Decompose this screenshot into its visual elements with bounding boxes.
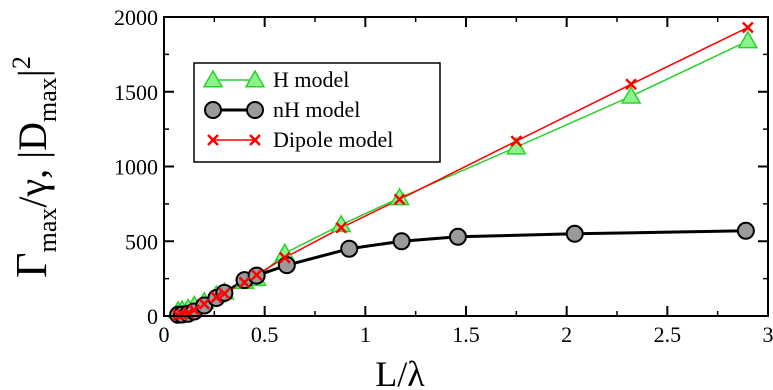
data-point bbox=[510, 135, 523, 147]
y-tick-label: 2000 bbox=[114, 5, 158, 30]
legend-marker-stroke-b bbox=[249, 134, 261, 146]
legend-marker bbox=[207, 134, 219, 146]
y-axis-title-exp: 2 bbox=[7, 56, 36, 69]
x-tick-label: 0 bbox=[159, 322, 170, 347]
y-axis-title-gamma: Γ bbox=[7, 252, 56, 277]
legend-marker bbox=[204, 101, 222, 119]
data-point bbox=[335, 221, 348, 234]
data-point bbox=[389, 187, 410, 206]
data-point-stroke-b bbox=[238, 276, 251, 289]
legend-item: nH model bbox=[204, 97, 360, 122]
data-point-stroke-b bbox=[335, 221, 348, 234]
legend-marker-stroke-b bbox=[207, 134, 219, 146]
legend-label: H model bbox=[273, 67, 349, 92]
data-point-stroke-b bbox=[210, 291, 223, 304]
y-tick-label: 1000 bbox=[114, 155, 158, 180]
data-point bbox=[625, 78, 637, 91]
y-axis-title: Γmax/γ, |Dmax|2 bbox=[7, 56, 62, 278]
data-point bbox=[188, 304, 201, 316]
data-point bbox=[393, 193, 406, 206]
data-point bbox=[278, 251, 291, 264]
legend-item: H model bbox=[202, 67, 349, 92]
x-axis-title: L/λ bbox=[375, 354, 425, 390]
data-point bbox=[736, 221, 755, 240]
legend-item: Dipole model bbox=[207, 127, 393, 152]
data-point bbox=[218, 287, 231, 300]
y-axis-title-sub2: max bbox=[33, 77, 62, 122]
data-point bbox=[741, 21, 754, 34]
data-point-stroke-b bbox=[278, 251, 291, 264]
data-point bbox=[448, 227, 467, 246]
y-tick-label: 1500 bbox=[114, 80, 158, 105]
data-point-stroke-b bbox=[625, 78, 637, 91]
series-layer bbox=[167, 21, 759, 324]
x-axis-title-main: L/ bbox=[375, 354, 407, 390]
x-axis-title-greek: λ bbox=[407, 354, 425, 390]
legend-marker bbox=[249, 134, 261, 146]
legend-marker bbox=[246, 101, 264, 119]
data-point bbox=[737, 30, 759, 49]
data-point bbox=[392, 232, 411, 251]
data-point bbox=[198, 298, 211, 310]
x-tick-label: 3 bbox=[763, 322, 773, 347]
plot-frame bbox=[163, 16, 769, 317]
legend: H model nH model Dipole model bbox=[193, 62, 441, 163]
y-tick-label: 500 bbox=[125, 229, 158, 254]
series-3-markers bbox=[172, 21, 754, 322]
data-point-stroke-b bbox=[741, 21, 754, 34]
data-point-stroke-b bbox=[250, 269, 263, 281]
x-tick-label: 1 bbox=[360, 322, 371, 347]
data-point-stroke-b bbox=[198, 298, 211, 310]
legend-items: H model nH model Dipole model bbox=[202, 67, 393, 152]
data-point-stroke-b bbox=[393, 193, 406, 206]
legend-label: nH model bbox=[273, 97, 360, 122]
x-tick-label: 0.5 bbox=[251, 322, 279, 347]
data-point-stroke-b bbox=[218, 287, 231, 300]
x-tick-label: 2.5 bbox=[654, 322, 682, 347]
legend-marker bbox=[244, 69, 266, 88]
data-point bbox=[620, 85, 642, 104]
legend-label: Dipole model bbox=[273, 127, 393, 152]
y-axis-title-bar: | bbox=[10, 69, 55, 77]
data-point bbox=[340, 239, 359, 258]
x-tick-label: 2 bbox=[561, 322, 572, 347]
legend-marker bbox=[202, 69, 224, 88]
y-axis: 0 500 1000 1500 2000 bbox=[114, 5, 768, 329]
data-point bbox=[238, 276, 251, 289]
y-tick-label: 0 bbox=[147, 304, 158, 329]
data-point-stroke-b bbox=[188, 304, 201, 316]
data-point bbox=[250, 269, 263, 281]
x-tick-label: 1.5 bbox=[452, 322, 480, 347]
data-point bbox=[210, 291, 223, 304]
y-axis-title-mid: /γ, |D bbox=[10, 122, 55, 208]
data-point bbox=[565, 224, 584, 243]
data-point-stroke-b bbox=[510, 135, 523, 147]
y-axis-title-sub1: max bbox=[33, 208, 62, 253]
